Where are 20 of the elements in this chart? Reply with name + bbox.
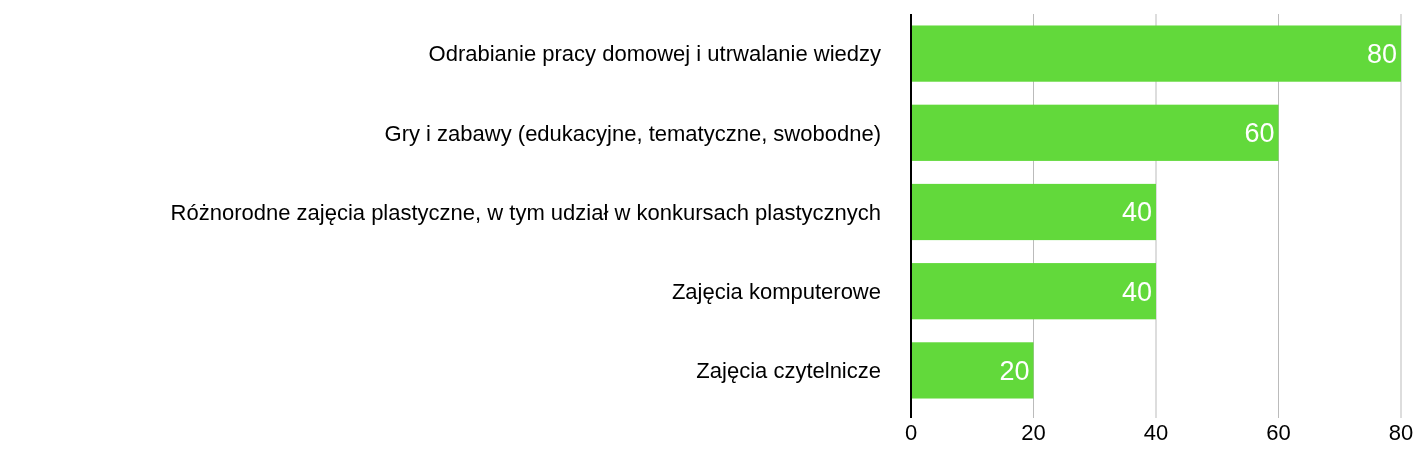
x-tick-label: 40 — [1143, 420, 1169, 445]
y-tick-label: Zajęcia komputerowe — [671, 278, 881, 304]
y-tick-label: Zajęcia czytelnicze — [696, 358, 881, 384]
data-label: 80 — [1366, 39, 1397, 70]
data-label: 40 — [1121, 197, 1152, 228]
y-tick-label: Odrabianie pracy domowej i utrwalanie wiedzy — [428, 41, 881, 67]
bar — [911, 104, 1279, 161]
bar — [911, 25, 1401, 82]
y-tick-label: Gry i zabawy (edukacyjne, tematyczne, swobodne) — [384, 120, 881, 146]
bar — [911, 263, 1156, 320]
data-label: 40 — [1121, 276, 1152, 307]
x-tick-label: 60 — [1266, 420, 1291, 445]
x-tick-label: 0 — [904, 420, 918, 445]
data-label: 20 — [999, 355, 1030, 386]
bar — [911, 183, 1156, 241]
data-label: 60 — [1244, 118, 1275, 149]
y-tick-label: Różnorodne zajęcia plastyczne, w tym udział w konkursach plastycznych — [170, 199, 881, 225]
x-tick-label: 80 — [1388, 420, 1414, 445]
x-tick-label: 20 — [1021, 420, 1046, 445]
bar — [911, 342, 1034, 399]
